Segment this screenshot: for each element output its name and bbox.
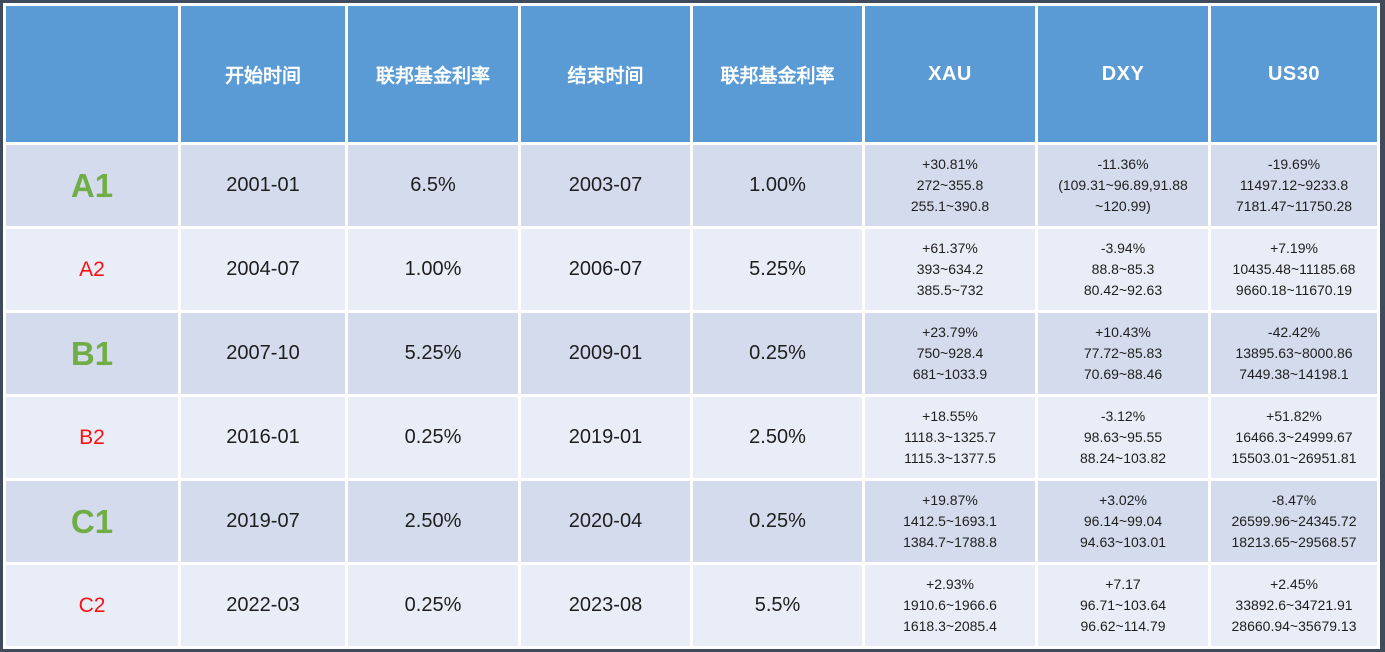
xau-cell: +61.37% 393~634.2 385.5~732: [865, 229, 1035, 310]
start-rate-cell: 0.25%: [348, 397, 518, 478]
header-period-label: [6, 6, 178, 142]
end-rate-cell: 5.5%: [693, 565, 862, 646]
us30-cell: -42.42% 13895.63~8000.86 7449.38~14198.1: [1211, 313, 1377, 394]
xau-cell: +19.87% 1412.5~1693.1 1384.7~1788.8: [865, 481, 1035, 562]
fed-rate-periods-table: 开始时间 联邦基金利率 结束时间 联邦基金利率 XAU DXY US30 A1 …: [3, 3, 1380, 649]
us30-cell: -8.47% 26599.96~24345.72 18213.65~29568.57: [1211, 481, 1377, 562]
start-date-cell: 2019-07: [181, 481, 345, 562]
dxy-cell: +10.43% 77.72~85.83 70.69~88.46: [1038, 313, 1208, 394]
xau-cell: +30.81% 272~355.8 255.1~390.8: [865, 145, 1035, 226]
end-rate-cell: 5.25%: [693, 229, 862, 310]
dxy-cell: -3.12% 98.63~95.55 88.24~103.82: [1038, 397, 1208, 478]
start-rate-cell: 1.00%: [348, 229, 518, 310]
start-rate-cell: 0.25%: [348, 565, 518, 646]
start-date-cell: 2001-01: [181, 145, 345, 226]
xau-cell: +23.79% 750~928.4 681~1033.9: [865, 313, 1035, 394]
end-rate-cell: 0.25%: [693, 313, 862, 394]
table-body: A1 2001-01 6.5% 2003-07 1.00% +30.81% 272…: [6, 145, 1377, 646]
header-fed-funds-rate-start: 联邦基金利率: [348, 6, 518, 142]
end-date-cell: 2020-04: [521, 481, 690, 562]
table-row: B2 2016-01 0.25% 2019-01 2.50% +18.55% 11…: [6, 397, 1377, 478]
us30-cell: +2.45% 33892.6~34721.91 28660.94~35679.13: [1211, 565, 1377, 646]
period-label: B1: [6, 313, 178, 394]
end-rate-cell: 2.50%: [693, 397, 862, 478]
end-rate-cell: 1.00%: [693, 145, 862, 226]
table-row: A2 2004-07 1.00% 2006-07 5.25% +61.37% 39…: [6, 229, 1377, 310]
period-label: A2: [6, 229, 178, 310]
header-fed-funds-rate-end: 联邦基金利率: [693, 6, 862, 142]
end-date-cell: 2009-01: [521, 313, 690, 394]
table-row: C1 2019-07 2.50% 2020-04 0.25% +19.87% 14…: [6, 481, 1377, 562]
start-rate-cell: 6.5%: [348, 145, 518, 226]
end-date-cell: 2019-01: [521, 397, 690, 478]
start-date-cell: 2016-01: [181, 397, 345, 478]
dxy-cell: +3.02% 96.14~99.04 94.63~103.01: [1038, 481, 1208, 562]
start-date-cell: 2004-07: [181, 229, 345, 310]
period-label: B2: [6, 397, 178, 478]
header-xau: XAU: [865, 6, 1035, 142]
start-date-cell: 2022-03: [181, 565, 345, 646]
period-label: C1: [6, 481, 178, 562]
period-label: C2: [6, 565, 178, 646]
start-date-cell: 2007-10: [181, 313, 345, 394]
table-row: B1 2007-10 5.25% 2009-01 0.25% +23.79% 75…: [6, 313, 1377, 394]
start-rate-cell: 2.50%: [348, 481, 518, 562]
end-date-cell: 2023-08: [521, 565, 690, 646]
dxy-cell: -3.94% 88.8~85.3 80.42~92.63: [1038, 229, 1208, 310]
table-row: A1 2001-01 6.5% 2003-07 1.00% +30.81% 272…: [6, 145, 1377, 226]
us30-cell: +51.82% 16466.3~24999.67 15503.01~26951.81: [1211, 397, 1377, 478]
dxy-cell: +7.17 96.71~103.64 96.62~114.79: [1038, 565, 1208, 646]
us30-cell: +7.19% 10435.48~11185.68 9660.18~11670.19: [1211, 229, 1377, 310]
header-end-time: 结束时间: [521, 6, 690, 142]
us30-cell: -19.69% 11497.12~9233.8 7181.47~11750.28: [1211, 145, 1377, 226]
header-us30: US30: [1211, 6, 1377, 142]
table-header: 开始时间 联邦基金利率 结束时间 联邦基金利率 XAU DXY US30: [6, 6, 1377, 142]
start-rate-cell: 5.25%: [348, 313, 518, 394]
table-row: C2 2022-03 0.25% 2023-08 5.5% +2.93% 1910…: [6, 565, 1377, 646]
dxy-cell: -11.36% (109.31~96.89,91.88 ~120.99): [1038, 145, 1208, 226]
header-start-time: 开始时间: [181, 6, 345, 142]
header-dxy: DXY: [1038, 6, 1208, 142]
xau-cell: +18.55% 1118.3~1325.7 1115.3~1377.5: [865, 397, 1035, 478]
header-row: 开始时间 联邦基金利率 结束时间 联邦基金利率 XAU DXY US30: [6, 6, 1377, 142]
end-date-cell: 2006-07: [521, 229, 690, 310]
xau-cell: +2.93% 1910.6~1966.6 1618.3~2085.4: [865, 565, 1035, 646]
period-label: A1: [6, 145, 178, 226]
end-date-cell: 2003-07: [521, 145, 690, 226]
end-rate-cell: 0.25%: [693, 481, 862, 562]
